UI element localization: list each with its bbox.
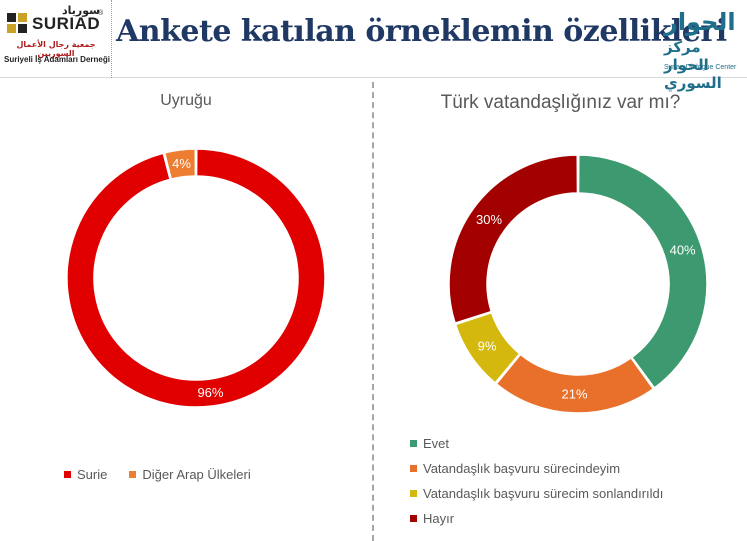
slice-vatandaslik-basvuru-surecindeyim xyxy=(495,353,655,414)
legend-label: Vatandaşlık başvuru sürecindeyim xyxy=(423,461,621,476)
legend-item-vatandaslik-basvuru-surecim-sonlandirildi: Vatandaşlık başvuru sürecim sonlandırıld… xyxy=(410,486,663,511)
data-label-vatandaslik-basvuru-surecim-sonlandirildi: 9% xyxy=(478,338,497,353)
suriad-emblem-icon xyxy=(7,13,27,33)
legend-swatch xyxy=(410,515,417,523)
legend-label: Hayır xyxy=(423,511,455,526)
legend-item-surie: Surie xyxy=(64,467,107,482)
legend-item-evet: Evet xyxy=(410,436,663,461)
data-label-hayir: 30% xyxy=(476,212,502,227)
logo-brand: SURIAD xyxy=(32,14,101,33)
logo-right-arabic-top: الحوار xyxy=(664,8,737,36)
data-label-evet: 40% xyxy=(670,243,696,258)
slice-vatandaslik-basvuru-surecim-sonlandirildi xyxy=(454,311,521,384)
slice-hayir xyxy=(448,154,579,325)
legend-label: Vatandaşlık başvuru sürecim sonlandırıld… xyxy=(423,486,664,501)
suriad-logo: سورياد ® SURIAD جمعية رجال الأعمال السور… xyxy=(2,4,110,70)
header: سورياد ® SURIAD جمعية رجال الأعمال السور… xyxy=(0,0,747,92)
legend-label: Evet xyxy=(423,436,450,451)
page-title: Anketе katılan örneklemin özellikleri xyxy=(116,14,727,49)
logo-subtitle: Suriyeli İş Adamları Derneği xyxy=(4,55,110,64)
chart-title: Türk vatandaşlığınız var mı? xyxy=(440,92,681,113)
logo-right-name: Syrian Dialogue Center xyxy=(664,64,737,71)
citizenship-chart-panel: Türk vatandaşlığınız var mı? 40% 21% 9% 30%… xyxy=(374,80,747,541)
data-label-vatandaslik-basvuru-surecindeyim: 21% xyxy=(562,386,588,401)
legend-item-hayir: Hayır xyxy=(410,511,663,536)
chart-title: Uyruğu xyxy=(160,92,212,109)
slice-evet xyxy=(577,154,708,389)
nationality-legend: Surie Diğer Arap Ülkeleri xyxy=(64,467,251,482)
legend-item-diger-arap-ulkeleri: Diğer Arap Ülkeleri xyxy=(129,467,251,482)
logo-right-arabic-bottom: مركز الحوار السوري xyxy=(664,38,722,92)
data-label-diger-arap-ulkeleri: 4% xyxy=(172,156,191,171)
legend-swatch xyxy=(64,471,71,479)
panel-divider xyxy=(372,82,374,541)
registered-mark: ® xyxy=(98,10,104,17)
logo-brand-arabic: سورياد xyxy=(62,4,100,17)
logo-subtitle-arabic: جمعية رجال الأعمال السوريين xyxy=(16,40,96,58)
legend-swatch xyxy=(410,440,417,448)
header-divider xyxy=(111,0,112,78)
legend-swatch xyxy=(410,490,417,498)
nationality-chart-panel: Uyruğu 96% 4% Surie Diğer Arap Ülkeleri xyxy=(0,80,372,541)
citizenship-donut-chart: 40% 21% 9% 30% xyxy=(448,154,708,414)
legend-swatch xyxy=(410,465,417,473)
citizenship-legend: Evet Vatandaşlık başvuru sürecindeyim Vata… xyxy=(410,436,663,536)
legend-item-vatandaslik-basvuru-surecindeyim: Vatandaşlık başvuru sürecindeyim xyxy=(410,461,663,486)
nationality-donut-chart: 96% 4% xyxy=(66,148,326,408)
legend-swatch xyxy=(129,471,137,479)
syrian-dialogue-center-logo: الحوار مركز الحوار السوري Syrian Dialogu… xyxy=(660,8,742,92)
data-label-surie: 96% xyxy=(197,385,223,400)
slice-surie xyxy=(66,148,326,408)
slice-diger-arap-ulkeleri xyxy=(163,148,197,180)
legend-label: Surie xyxy=(77,467,108,482)
legend-label: Diğer Arap Ülkeleri xyxy=(142,467,251,482)
